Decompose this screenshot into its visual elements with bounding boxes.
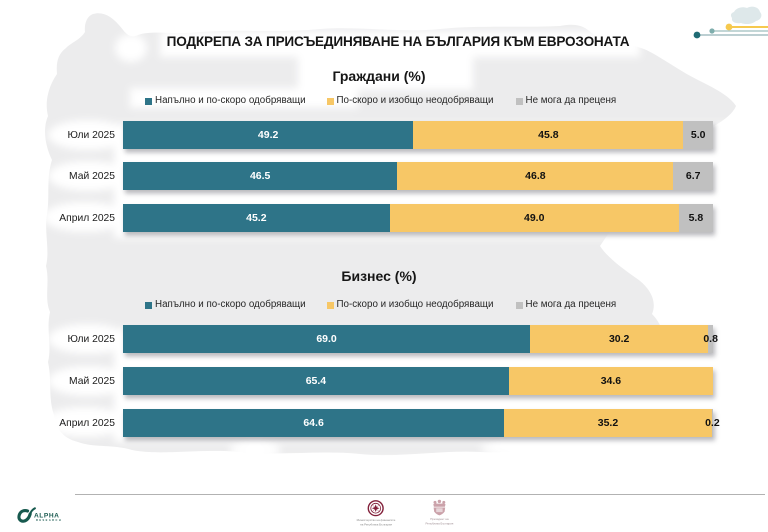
- svg-text:Република България: Република България: [426, 522, 454, 526]
- svg-text:ALPHA: ALPHA: [34, 513, 59, 520]
- svg-text:Министерство на финансите: Министерство на финансите: [357, 518, 396, 522]
- svg-text:на Република България: на Република България: [360, 523, 392, 527]
- svg-text:Президент на: Президент на: [430, 517, 449, 521]
- svg-text:RESEARCH: RESEARCH: [36, 518, 62, 522]
